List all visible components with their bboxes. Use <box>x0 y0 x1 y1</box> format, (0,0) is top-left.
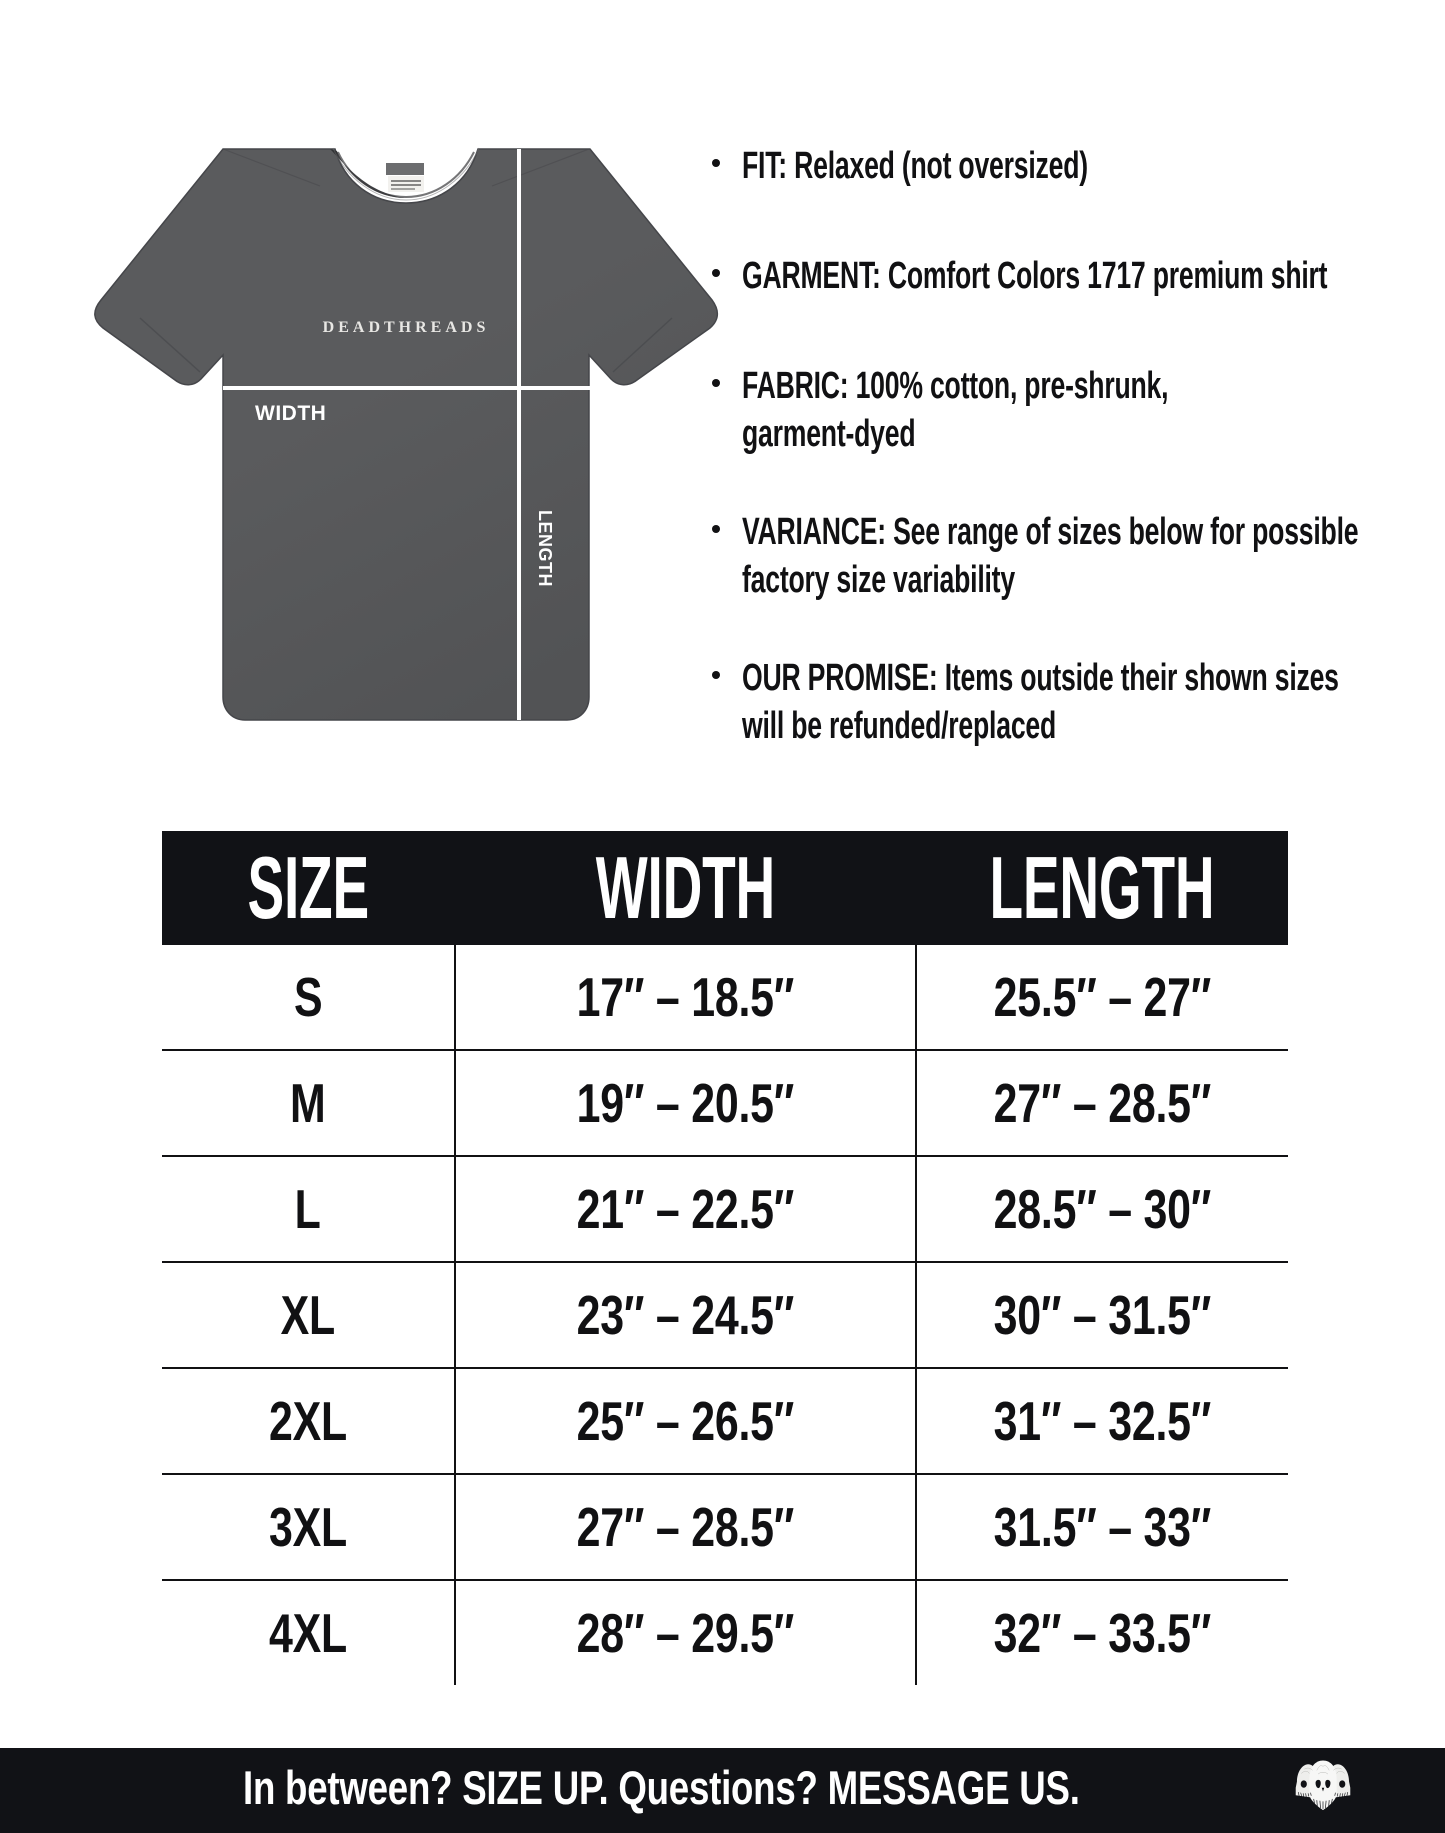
svg-text:LENGTH: LENGTH <box>535 510 555 587</box>
svg-text:WIDTH: WIDTH <box>255 402 326 425</box>
svg-text:DEADTHREADS: DEADTHREADS <box>323 319 490 336</box>
